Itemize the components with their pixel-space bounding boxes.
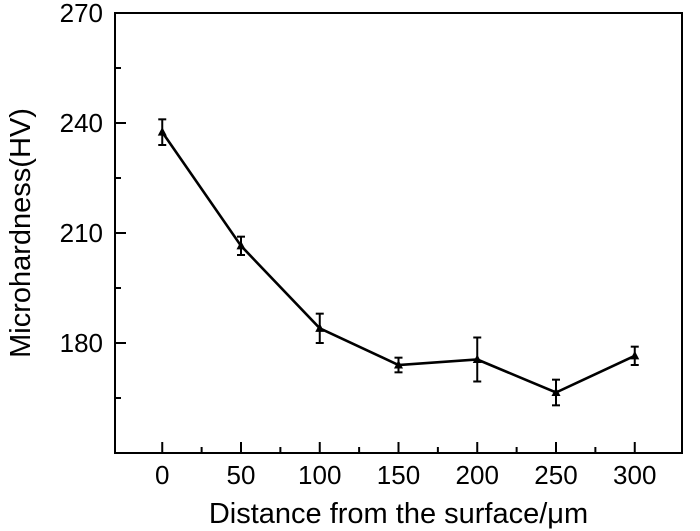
data-point [394, 360, 403, 369]
x-tick-label: 250 [534, 460, 577, 490]
series-line [161, 131, 636, 394]
data-point [315, 323, 325, 332]
y-tick-label: 180 [60, 328, 103, 358]
x-tick-label: 200 [456, 460, 499, 490]
x-axis-label: Distance from the surface/μm [209, 498, 588, 530]
data-point [630, 350, 640, 360]
axis-ticks [115, 67, 636, 453]
data-point [551, 387, 561, 396]
plot-frame [114, 12, 683, 454]
y-tick-label: 210 [60, 218, 103, 248]
y-tick-label: 270 [60, 0, 103, 28]
data-point [236, 240, 246, 250]
data-point [472, 354, 482, 363]
tick-labels: 0 50 100 150 200 250 300 180 210 240 270 [60, 0, 657, 490]
y-tick-label: 240 [60, 108, 103, 138]
x-tick-label: 300 [613, 460, 656, 490]
data-series [157, 118, 640, 407]
data-point [157, 127, 167, 136]
y-axis-label: Microhardness(HV) [5, 108, 37, 358]
x-tick-label: 50 [227, 460, 256, 490]
x-tick-label: 0 [155, 460, 169, 490]
x-tick-label: 100 [298, 460, 341, 490]
x-tick-label: 150 [377, 460, 420, 490]
